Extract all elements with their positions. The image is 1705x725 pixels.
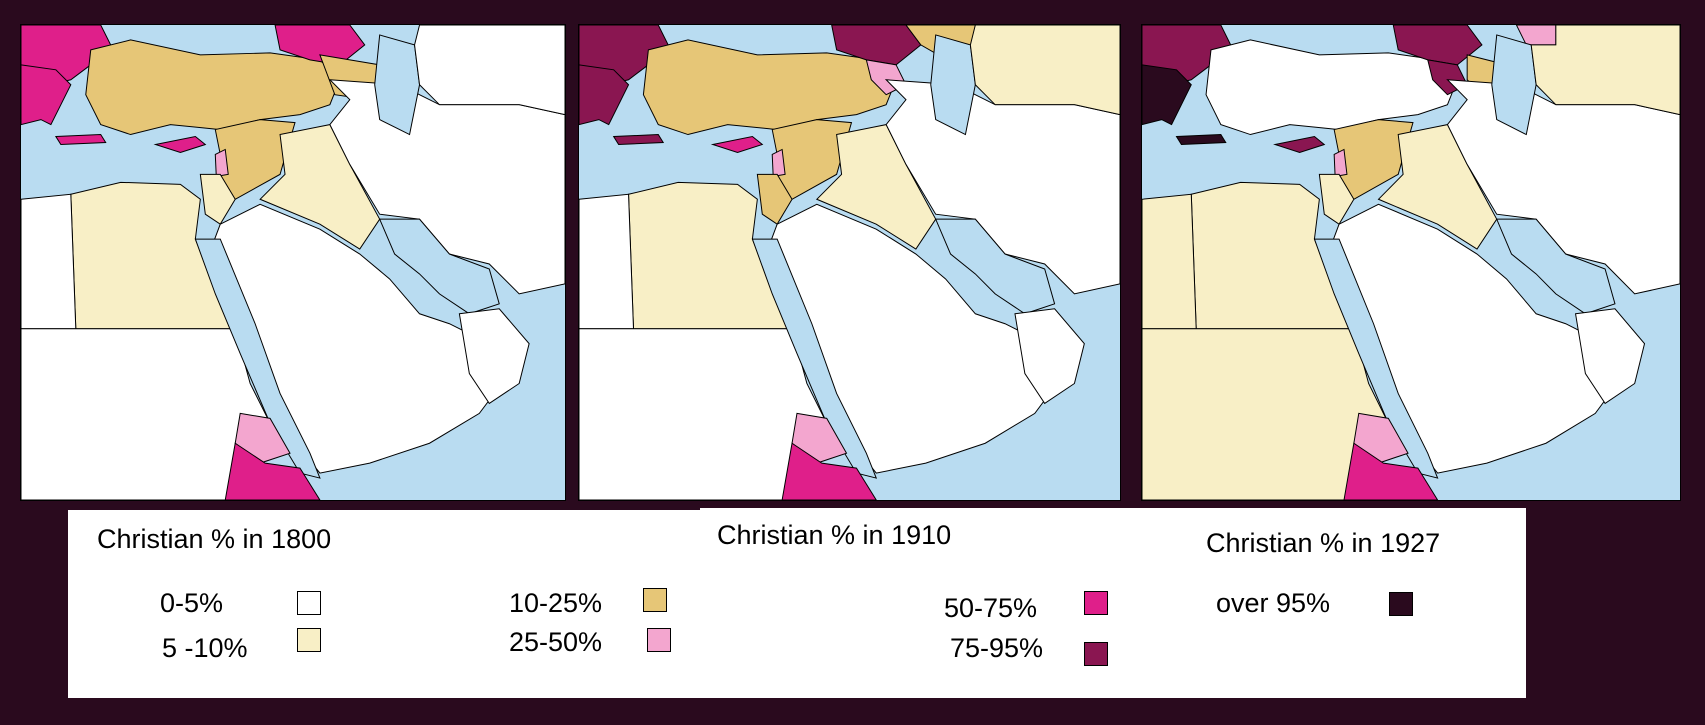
map-1910-svg [579,25,1120,500]
map-1800-svg [21,25,565,500]
persian-gulf [1495,218,1616,315]
legend-panel-left [68,510,708,698]
region-cyprus [1273,135,1326,153]
legend-swatch-10-25 [643,588,667,612]
region-sahara [579,193,635,330]
region-crete [612,134,665,146]
region-ethiopia [1343,442,1439,500]
legend-swatch-50-75 [1084,591,1108,615]
legend-label-10-25: 10-25% [509,588,603,618]
region-crete [54,134,107,146]
region-oman [1574,308,1646,405]
caspian-sea [1491,34,1537,136]
red-sea [1313,238,1439,479]
caspian-sea [374,34,421,136]
region-lebanon [1333,148,1348,177]
region-eritrea [234,412,291,464]
region-anatolia [85,39,341,136]
region-sahara [21,193,77,330]
legend-label-50-75: 50-75% [944,593,1038,623]
legend-swatch-25-50 [647,628,671,652]
persian-gulf [378,218,500,315]
legend-title-1910: Christian % in 1910 [717,520,952,550]
legend-title-1927: Christian % in 1927 [1206,528,1441,558]
region-central-asia [414,25,565,116]
legend-swatch-5-10 [297,628,321,652]
legend-label-25-50: 25-50% [509,627,603,657]
region-sahara [1142,193,1197,330]
region-greece [1142,64,1192,126]
region-oman [1014,308,1085,405]
legend-label-75-95: 75-95% [950,633,1044,663]
region-anatolia [1205,39,1458,136]
caspian-sea [930,34,976,136]
legend-panel-right [700,508,1526,698]
legend-swatch-over-95 [1389,592,1413,616]
legend-title-1800: Christian % in 1800 [97,524,332,554]
persian-gulf [934,218,1056,315]
region-lebanon [771,148,786,177]
region-ethiopia [781,442,877,500]
map-1910 [578,24,1121,501]
map-1800 [20,24,566,501]
region-cyprus [153,135,207,153]
region-greece [21,64,72,126]
region-cyprus [710,135,764,153]
red-sea [751,238,878,479]
region-palestine [199,173,236,225]
region-eritrea [1353,412,1409,464]
map-1927 [1141,24,1681,501]
red-sea [194,238,321,479]
legend-label-over-95: over 95% [1216,588,1331,618]
region-central-asia [1530,25,1680,116]
map-1927-svg [1142,25,1680,500]
region-crete [1175,134,1227,146]
legend-swatch-75-95 [1084,642,1108,666]
region-ethiopia [224,442,321,500]
region-anatolia [642,39,897,136]
region-palestine [1318,173,1355,225]
region-palestine [756,173,793,225]
region-lebanon [214,148,229,177]
region-eritrea [791,412,848,464]
region-central-asia [969,25,1120,116]
legend-swatch-0-5 [297,591,321,615]
legend-label-5-10: 5 -10% [162,633,248,663]
region-oman [458,308,530,405]
legend-label-0-5: 0-5% [160,588,224,618]
region-greece [579,64,630,126]
